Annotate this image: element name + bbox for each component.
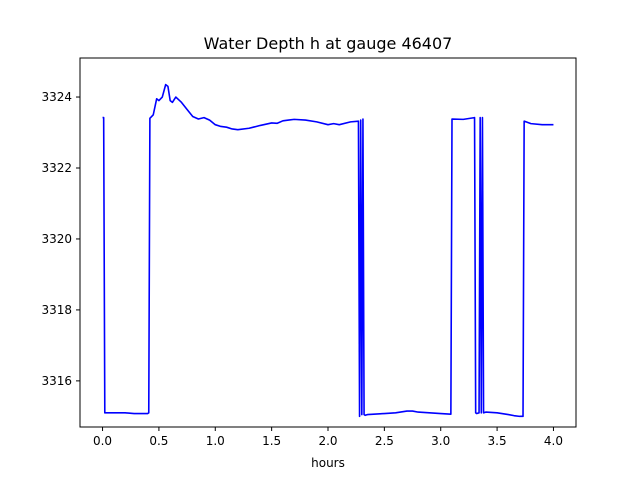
x-tick-label: 4.0 (544, 434, 563, 448)
x-tick-label: 2.0 (318, 434, 337, 448)
y-tick-label: 3320 (41, 232, 72, 246)
y-axis: 3316 3318 3320 3322 3324 (41, 90, 80, 388)
x-tick-label: 1.5 (262, 434, 281, 448)
y-tick-label: 3316 (41, 374, 72, 388)
chart-title: Water Depth h at gauge 46407 (204, 34, 453, 53)
x-tick-label: 2.5 (375, 434, 394, 448)
x-tick-label: 0.0 (93, 434, 112, 448)
x-tick-label: 3.5 (488, 434, 507, 448)
series-line-0 (102, 83, 554, 418)
y-tick-label: 3318 (41, 303, 72, 317)
y-tick-label: 3324 (41, 90, 72, 104)
x-tick-label: 0.5 (149, 434, 168, 448)
y-tick-label: 3322 (41, 161, 72, 175)
x-axis-label: hours (311, 456, 345, 470)
x-axis: 0.0 0.5 1.0 1.5 2.0 2.5 3.0 3.5 4.0 (93, 427, 563, 448)
x-tick-label: 3.0 (431, 434, 450, 448)
x-tick-label: 1.0 (206, 434, 225, 448)
series-layer (102, 83, 554, 418)
